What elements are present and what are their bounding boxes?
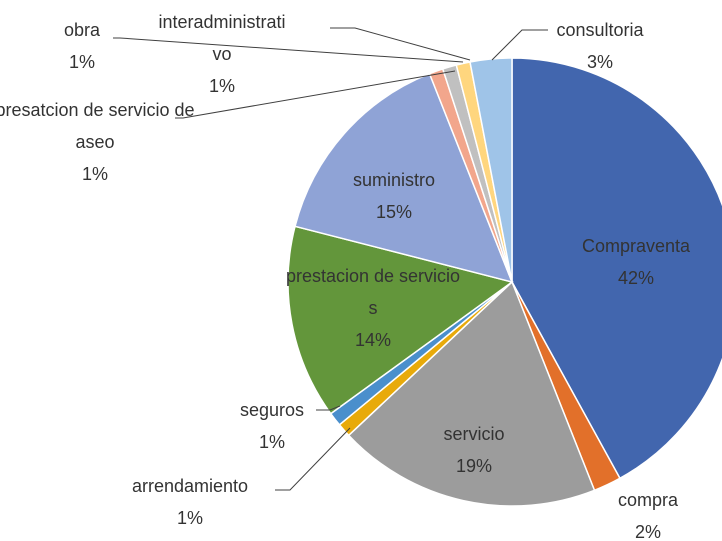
slice-percent: 2% — [634, 522, 661, 541]
slice-name: obra — [63, 20, 101, 40]
slice-name: seguros — [239, 400, 305, 420]
slice-name: arrendamiento — [131, 476, 249, 496]
pie-slice — [287, 225, 514, 415]
slice-name: prestacion de servicios — [285, 266, 461, 318]
slice-label: suministro 15% — [334, 164, 454, 228]
slice-label: prestacion de servicios 14% — [286, 260, 461, 356]
slice-label: consultoria 3% — [535, 14, 665, 78]
pie-slice — [347, 280, 596, 507]
slice-percent: 19% — [455, 456, 493, 476]
slice-label: seguros 1% — [227, 394, 317, 458]
leader-line — [491, 29, 548, 61]
slice-label: Compraventa 42% — [556, 230, 716, 294]
slice-name: interadministrativo — [158, 12, 286, 64]
slice-percent: 15% — [375, 202, 413, 222]
slice-name: Compraventa — [581, 236, 691, 256]
slice-percent: 14% — [354, 330, 392, 350]
slice-name: servicio — [443, 424, 505, 444]
slice-name: suministro — [352, 170, 436, 190]
slice-percent: 1% — [176, 508, 203, 528]
leader-line — [113, 37, 464, 63]
slice-label: compra 2% — [603, 484, 693, 541]
slice-percent: 1% — [208, 76, 235, 96]
slice-label: obra 1% — [52, 14, 112, 78]
slice-percent: 1% — [81, 164, 108, 184]
slice-label: presatcion de servicio de aseo 1% — [0, 94, 195, 190]
slice-percent: 42% — [617, 268, 655, 288]
slice-label: servicio 19% — [414, 418, 534, 482]
slice-name: compra — [617, 490, 679, 510]
leader-line — [316, 405, 341, 411]
slice-name: presatcion de servicio de aseo — [0, 100, 195, 152]
leader-line — [330, 27, 471, 61]
slice-percent: 1% — [68, 52, 95, 72]
leader-line — [275, 427, 351, 491]
slice-percent: 1% — [258, 432, 285, 452]
slice-name: consultoria — [556, 20, 644, 40]
slice-label: arrendamiento 1% — [100, 470, 280, 534]
pie-slice — [469, 57, 513, 283]
leader-line — [175, 70, 456, 119]
slice-percent: 3% — [586, 52, 613, 72]
slice-label: interadministrativo 1% — [157, 6, 288, 102]
pie-slice — [511, 57, 722, 480]
pie-slice — [294, 72, 514, 284]
